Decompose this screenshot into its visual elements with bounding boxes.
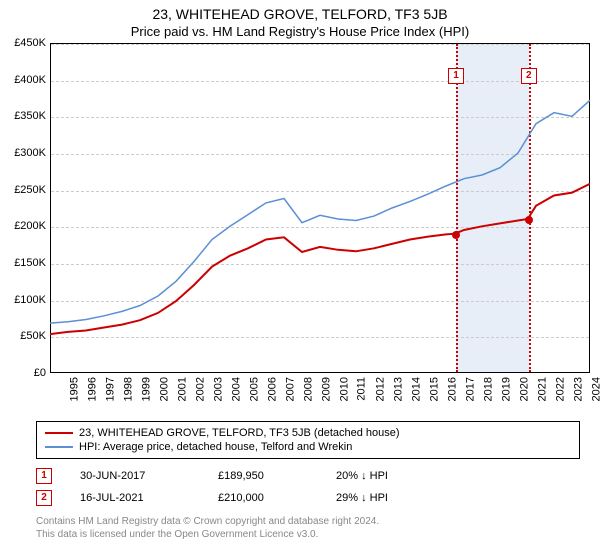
x-axis-label: 2002 — [194, 377, 206, 401]
x-axis-label: 2013 — [392, 377, 404, 401]
x-axis-label: 2007 — [284, 377, 296, 401]
sale-price: £189,950 — [218, 470, 308, 482]
sale-hpi-diff: 29% ↓ HPI — [336, 492, 388, 504]
legend-swatch — [45, 432, 73, 434]
x-axis-label: 1997 — [104, 377, 116, 401]
x-axis-label: 2010 — [338, 377, 350, 401]
chart-subtitle: Price paid vs. HM Land Registry's House … — [0, 22, 600, 43]
x-axis-label: 2019 — [500, 377, 512, 401]
sale-dot — [452, 231, 460, 239]
y-axis-label: £450K — [14, 37, 46, 49]
x-axis-label: 2011 — [356, 377, 368, 401]
y-gridline — [51, 191, 589, 192]
x-axis-label: 2012 — [374, 377, 386, 401]
legend-item: HPI: Average price, detached house, Telf… — [45, 440, 571, 454]
sale-marker-box: 1 — [448, 68, 464, 84]
x-axis-label: 2021 — [536, 377, 548, 401]
y-gridline — [51, 81, 589, 82]
y-gridline — [51, 117, 589, 118]
chart-container: 23, WHITEHEAD GROVE, TELFORD, TF3 5JB Pr… — [0, 0, 600, 560]
x-axis-label: 2008 — [302, 377, 314, 401]
x-axis-label: 1995 — [68, 377, 80, 401]
sale-hpi-diff: 20% ↓ HPI — [336, 470, 388, 482]
x-axis-label: 2014 — [410, 377, 422, 401]
x-axis-label: 2023 — [572, 377, 584, 401]
legend-item: 23, WHITEHEAD GROVE, TELFORD, TF3 5JB (d… — [45, 426, 571, 440]
y-axis-label: £200K — [14, 220, 46, 232]
footer-text: Contains HM Land Registry data © Crown c… — [36, 515, 580, 541]
y-axis-label: £350K — [14, 110, 46, 122]
footer-line-2: This data is licensed under the Open Gov… — [36, 528, 580, 541]
sale-row-marker: 1 — [36, 468, 52, 484]
x-axis-label: 1996 — [86, 377, 98, 401]
legend-label: 23, WHITEHEAD GROVE, TELFORD, TF3 5JB (d… — [79, 427, 400, 439]
y-axis-label: £0 — [34, 367, 46, 379]
x-axis-label: 2009 — [320, 377, 332, 401]
footer-line-1: Contains HM Land Registry data © Crown c… — [36, 515, 580, 528]
y-axis-label: £150K — [14, 257, 46, 269]
y-axis-label: £100K — [14, 294, 46, 306]
sale-price: £210,000 — [218, 492, 308, 504]
sale-row: 2 16-JUL-2021 £210,000 29% ↓ HPI — [36, 487, 580, 509]
y-gridline — [51, 44, 589, 45]
y-axis-label: £300K — [14, 147, 46, 159]
x-axis-label: 2024 — [590, 377, 600, 401]
sale-row: 1 30-JUN-2017 £189,950 20% ↓ HPI — [36, 465, 580, 487]
sale-vertical-line — [456, 44, 458, 372]
x-axis-label: 2018 — [482, 377, 494, 401]
sale-vertical-line — [529, 44, 531, 372]
plot-area: 12 — [50, 43, 590, 373]
x-axis-label: 2004 — [230, 377, 242, 401]
y-axis-label: £400K — [14, 74, 46, 86]
y-axis-label: £50K — [20, 330, 46, 342]
sale-date: 30-JUN-2017 — [80, 470, 190, 482]
x-axis-label: 2015 — [428, 377, 440, 401]
x-axis-label: 2000 — [158, 377, 170, 401]
legend-swatch — [45, 446, 73, 448]
sale-dot — [525, 216, 533, 224]
x-axis-label: 2016 — [446, 377, 458, 401]
x-axis-label: 2006 — [266, 377, 278, 401]
sale-marker-box: 2 — [521, 68, 537, 84]
legend-label: HPI: Average price, detached house, Telf… — [79, 441, 352, 453]
legend-box: 23, WHITEHEAD GROVE, TELFORD, TF3 5JB (d… — [36, 421, 580, 459]
x-axis-label: 1998 — [122, 377, 134, 401]
y-gridline — [51, 337, 589, 338]
x-axis-label: 2017 — [464, 377, 476, 401]
x-axis-label: 2022 — [554, 377, 566, 401]
x-axis-label: 2001 — [176, 377, 188, 401]
x-axis-label: 2003 — [212, 377, 224, 401]
sale-rows: 1 30-JUN-2017 £189,950 20% ↓ HPI 2 16-JUL-202… — [36, 465, 580, 509]
chart-area: 12 £0£50K£100K£150K£200K£250K£300K£350K£… — [50, 43, 590, 373]
y-gridline — [51, 301, 589, 302]
y-gridline — [51, 227, 589, 228]
x-axis-label: 2005 — [248, 377, 260, 401]
y-axis-label: £250K — [14, 184, 46, 196]
shaded-region — [456, 44, 529, 372]
x-axis-label: 1999 — [140, 377, 152, 401]
x-axis-label: 2020 — [518, 377, 530, 401]
y-gridline — [51, 264, 589, 265]
chart-title: 23, WHITEHEAD GROVE, TELFORD, TF3 5JB — [0, 0, 600, 22]
y-gridline — [51, 154, 589, 155]
sale-date: 16-JUL-2021 — [80, 492, 190, 504]
sale-row-marker: 2 — [36, 490, 52, 506]
